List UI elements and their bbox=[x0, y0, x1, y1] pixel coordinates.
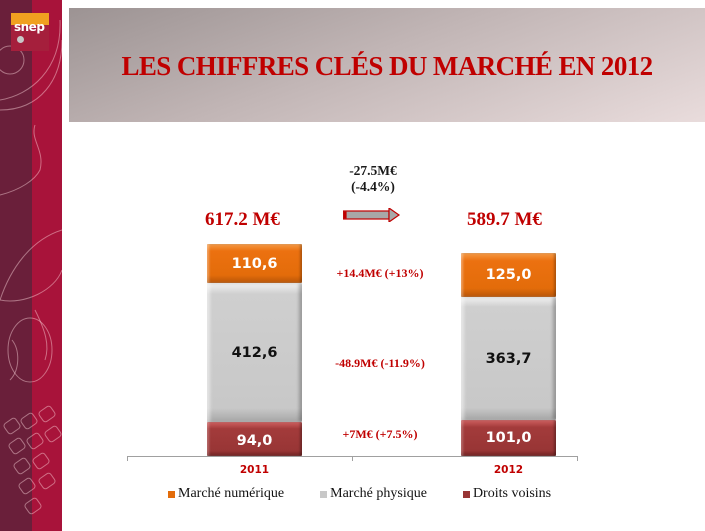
delta-droits-voisins: +7M€ (+7.5%) bbox=[342, 427, 418, 441]
decorative-sidebar: snep bbox=[0, 0, 62, 531]
total-2011: 617.2 M€ bbox=[205, 209, 280, 230]
total-change-value: -27.5M€ bbox=[349, 163, 397, 178]
sidebar-band bbox=[32, 0, 62, 531]
total-change-pct: (-4.4%) bbox=[351, 179, 395, 194]
legend-label: Droits voisins bbox=[472, 486, 552, 501]
chart-legend: Marché numérique Marché physique Droits … bbox=[168, 486, 551, 502]
logo-text: snep bbox=[14, 20, 45, 34]
x-axis-tick bbox=[127, 456, 128, 461]
total-change: -27.5M€ (-4.4%) bbox=[328, 163, 418, 195]
legend-swatch-icon bbox=[320, 490, 328, 498]
page-title: LES CHIFFRES CLÉS DU MARCHÉ EN 2012 bbox=[121, 50, 653, 81]
delta-physique: -48.9M€ (-11.9%) bbox=[335, 356, 425, 370]
legend-item-numerique: Marché numérique bbox=[168, 486, 284, 502]
category-label-2012: 2012 bbox=[493, 464, 524, 476]
logo-dot-icon bbox=[17, 36, 24, 43]
x-axis-tick bbox=[352, 456, 353, 461]
segment-physique-2011: 412,6 bbox=[207, 283, 302, 422]
segment-numerique-2012: 125,0 bbox=[461, 253, 556, 297]
segment-numerique-2011: 110,6 bbox=[207, 244, 302, 283]
total-2012: 589.7 M€ bbox=[467, 209, 542, 230]
arrow-right-icon bbox=[343, 208, 401, 222]
decorative-swirl-icon bbox=[0, 19, 62, 515]
legend-swatch-icon bbox=[168, 490, 175, 498]
legend-item-physique: Marché physique bbox=[320, 486, 427, 502]
snep-logo: snep bbox=[11, 13, 49, 51]
segment-physique-2012: 363,7 bbox=[461, 297, 556, 420]
legend-swatch-icon bbox=[462, 490, 470, 498]
segment-droits-voisins-2011: 94,0 bbox=[207, 422, 302, 456]
legend-label: Marché numérique bbox=[178, 486, 285, 501]
bar-2012: 125,0 363,7 101,0 bbox=[461, 253, 556, 456]
x-axis-tick bbox=[577, 456, 578, 461]
delta-numerique: +14.4M€ (+13%) bbox=[336, 266, 424, 280]
segment-droits-voisins-2012: 101,0 bbox=[461, 420, 556, 456]
category-label-2011: 2011 bbox=[239, 464, 270, 476]
legend-item-droits-voisins: Droits voisins bbox=[462, 486, 552, 502]
header-banner: LES CHIFFRES CLÉS DU MARCHÉ EN 2012 bbox=[69, 8, 705, 122]
legend-label: Marché physique bbox=[330, 486, 427, 501]
bar-2011: 110,6 412,6 94,0 bbox=[207, 244, 302, 456]
